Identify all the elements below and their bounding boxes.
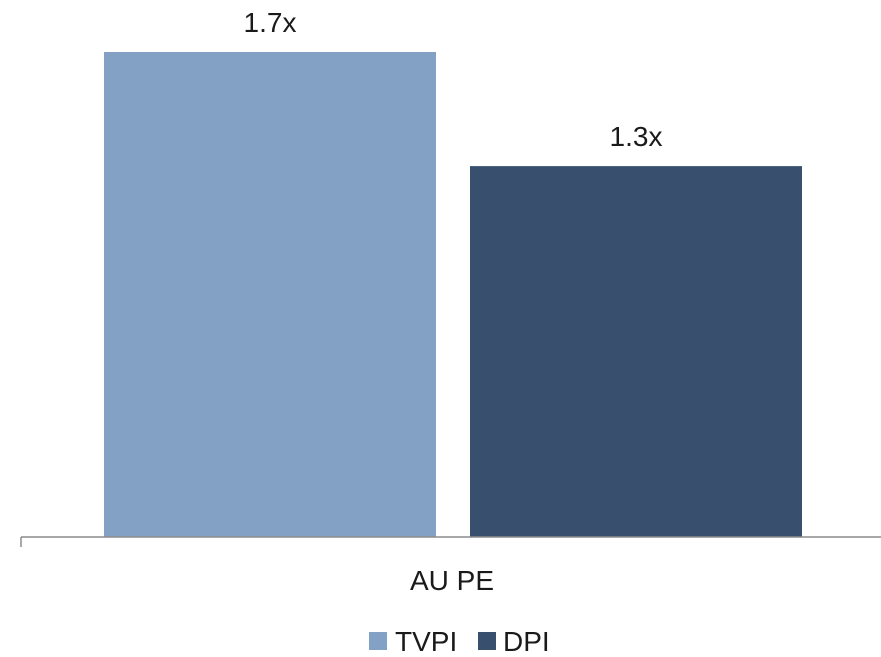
legend-label-dpi: DPI <box>503 626 550 657</box>
data-labels: 1.7x 1.3x <box>244 7 663 152</box>
legend-swatch-tvpi <box>369 632 387 650</box>
bars <box>104 52 802 537</box>
bar-dpi <box>470 166 802 537</box>
data-label-tvpi: 1.7x <box>244 7 297 38</box>
x-tick-labels: AU PE <box>410 565 494 596</box>
data-label-dpi: 1.3x <box>610 121 663 152</box>
legend-label-tvpi: TVPI <box>395 626 457 657</box>
x-tick-label: AU PE <box>410 565 494 596</box>
legend-swatch-dpi <box>478 632 496 650</box>
legend: TVPI DPI <box>369 626 550 657</box>
bar-tvpi <box>104 52 436 537</box>
